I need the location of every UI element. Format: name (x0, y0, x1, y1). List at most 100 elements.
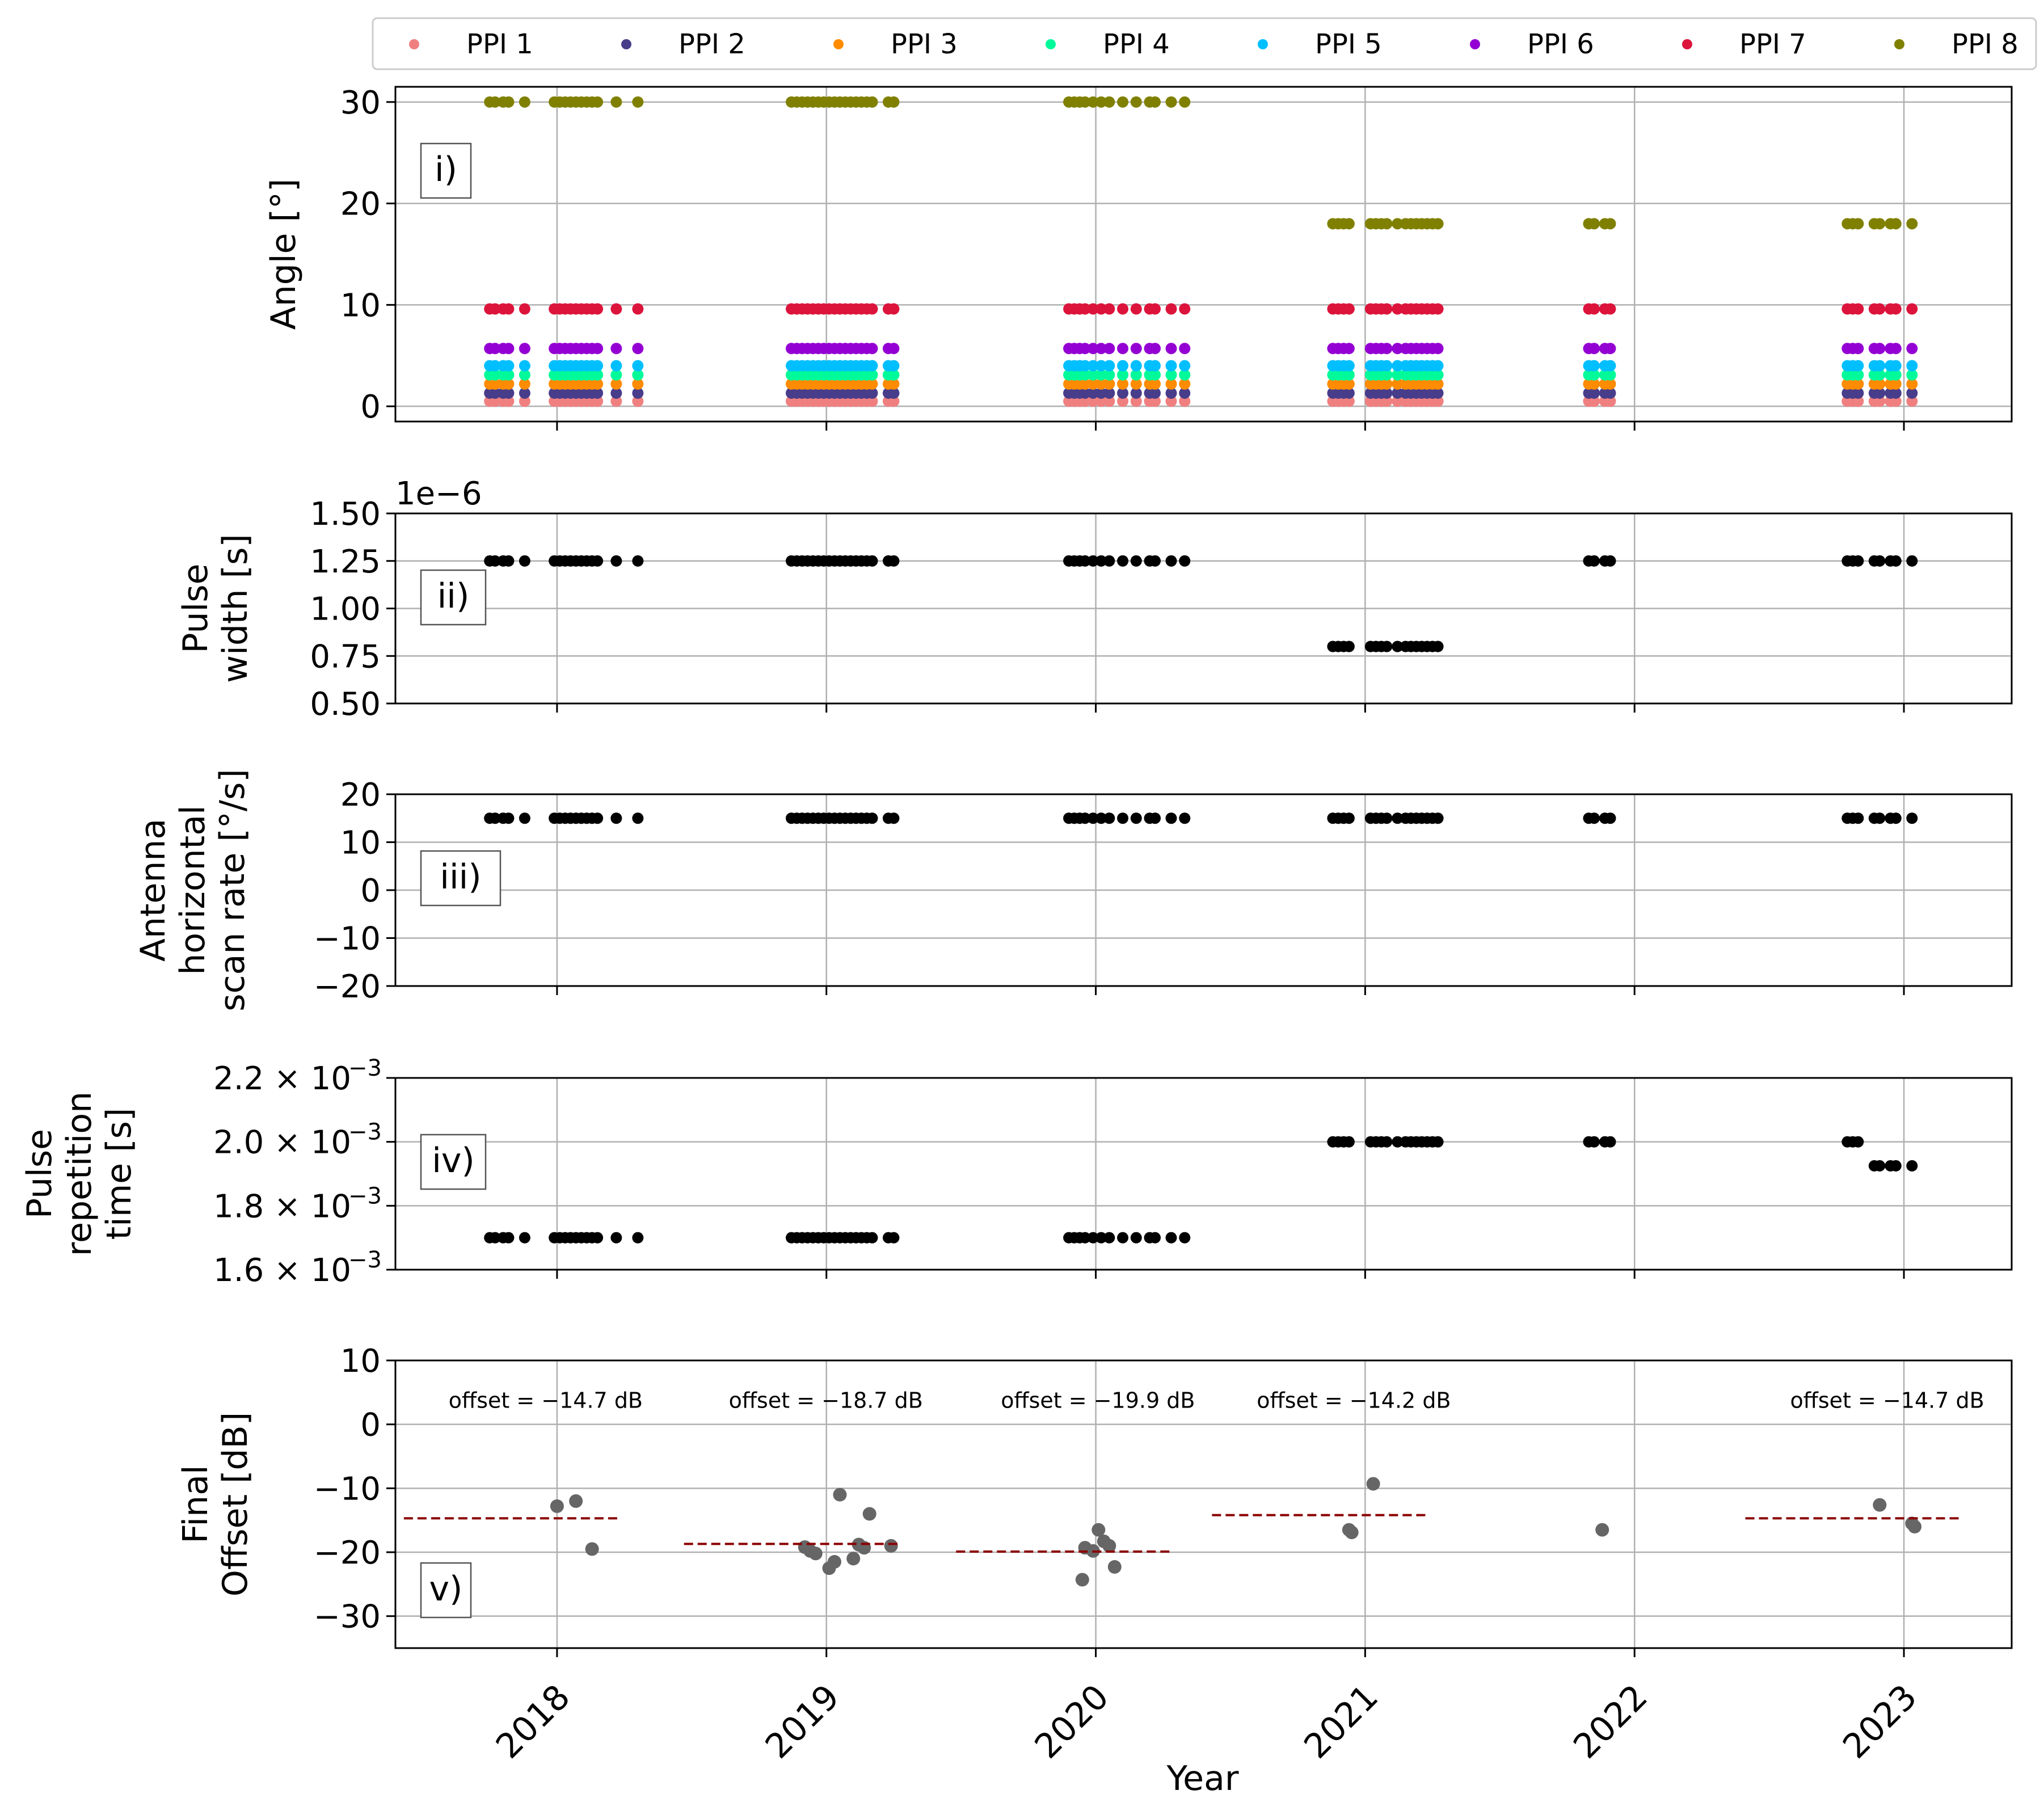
data-point (1149, 360, 1161, 372)
data-point (1165, 343, 1177, 355)
data-point (610, 360, 622, 372)
data-point (1906, 555, 1918, 567)
x-tick-label: 2018 (488, 1677, 578, 1766)
data-point (1874, 387, 1886, 399)
y-tick-exponent: −3 (348, 1247, 382, 1273)
data-point (1343, 1136, 1355, 1148)
data-point (1179, 343, 1191, 355)
data-point (1588, 387, 1600, 399)
y-axis-label: Pulsewidth [s] (176, 534, 255, 683)
data-point (503, 387, 515, 399)
data-point (1874, 343, 1886, 355)
legend: PPI 1 PPI 2 PPI 3 PPI 4 PPI 5 PPI 6 PPI 7 PPI 8 (372, 17, 2037, 70)
offset-point (1595, 1523, 1609, 1537)
data-point (1432, 395, 1444, 407)
data-point (489, 555, 501, 567)
data-point (1179, 387, 1191, 399)
data-point (632, 369, 644, 381)
data-point (592, 369, 604, 381)
data-point (888, 360, 900, 372)
data-point (503, 303, 515, 315)
data-point (1087, 387, 1099, 399)
y-tick-label: 0 (360, 1407, 381, 1444)
data-point (1103, 360, 1115, 372)
data-point (1392, 218, 1404, 230)
panels: 0 10 20 30 Angle [°] i) 0.50 0.75 1.00 1.25 1.50 1e… (20, 85, 2013, 1767)
data-point (1117, 395, 1129, 407)
data-point (1874, 1160, 1886, 1172)
data-point (1130, 360, 1142, 372)
data-point (1087, 343, 1099, 355)
data-point (1852, 812, 1864, 824)
series-pulse-width (484, 555, 1918, 652)
data-point (519, 387, 530, 399)
x-tick-label: 2023 (1835, 1677, 1924, 1766)
data-point (503, 360, 515, 372)
data-point (1588, 369, 1600, 381)
data-point (888, 395, 900, 407)
data-point (632, 812, 644, 824)
data-point (1852, 387, 1864, 399)
legend-frame (372, 17, 2037, 70)
data-point (1890, 378, 1902, 390)
panel-tag-box (420, 1562, 472, 1619)
data-point (1117, 812, 1129, 824)
data-point (1852, 218, 1864, 230)
data-point (1588, 395, 1600, 407)
y-tick-label: 1.8 × 10 (213, 1188, 351, 1225)
data-point (1079, 1232, 1091, 1244)
data-point (1103, 812, 1115, 824)
data-point (1381, 378, 1393, 390)
data-point (1117, 96, 1129, 108)
data-point (1890, 343, 1902, 355)
data-point (1874, 812, 1886, 824)
data-point (503, 378, 515, 390)
data-point (1432, 369, 1444, 381)
data-point (1381, 218, 1393, 230)
data-point (866, 343, 878, 355)
data-point (866, 812, 878, 824)
data-point (1381, 360, 1393, 372)
data-point (1149, 378, 1161, 390)
data-point (1117, 1232, 1129, 1244)
data-point (1095, 360, 1107, 372)
data-point (489, 1232, 501, 1244)
offset-point (846, 1552, 861, 1566)
data-point (1381, 369, 1393, 381)
data-point (1165, 395, 1177, 407)
data-point (489, 360, 501, 372)
legend-label: PPI 4 (1103, 28, 1170, 60)
data-point (1079, 360, 1091, 372)
data-point (610, 303, 622, 315)
y-axis-label: Angle [°] (264, 179, 304, 330)
data-point (866, 360, 878, 372)
data-point (1149, 395, 1161, 407)
data-point (1179, 96, 1191, 108)
data-point (1165, 360, 1177, 372)
data-point (1130, 343, 1142, 355)
data-point (866, 378, 878, 390)
data-point (1906, 360, 1918, 372)
data-point (1604, 555, 1616, 567)
data-point (1103, 378, 1115, 390)
data-point (1874, 555, 1886, 567)
offset-point (1873, 1498, 1887, 1512)
data-point (519, 96, 530, 108)
data-point (1906, 218, 1918, 230)
data-point (888, 303, 900, 315)
data-point (592, 96, 604, 108)
panel-frame (394, 1359, 2013, 1649)
legend-label: PPI 5 (1315, 28, 1382, 60)
data-point (1588, 303, 1600, 315)
y-tick-label: 20 (340, 186, 381, 223)
data-point (1874, 303, 1886, 315)
data-point (1381, 812, 1393, 824)
data-point (1087, 395, 1099, 407)
data-point (1852, 303, 1864, 315)
data-point (592, 387, 604, 399)
offset-points (550, 1477, 1922, 1587)
data-point (1130, 812, 1142, 824)
data-point (1343, 343, 1355, 355)
legend-label: PPI 2 (678, 28, 745, 60)
data-point (592, 395, 604, 407)
